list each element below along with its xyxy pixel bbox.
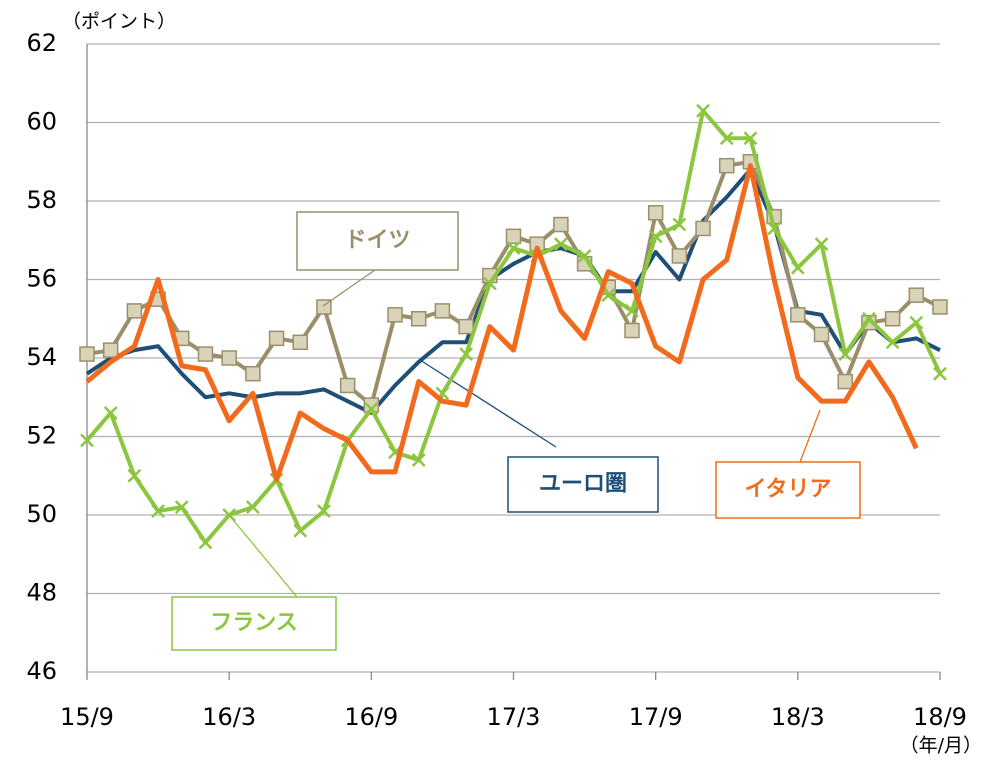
series-line [86, 159, 941, 408]
marker [719, 131, 734, 146]
callout-line [419, 359, 557, 448]
marker [245, 365, 261, 382]
marker [719, 157, 735, 174]
marker [151, 504, 165, 518]
marker [885, 335, 900, 350]
marker [339, 377, 356, 394]
marker [411, 453, 426, 467]
marker [387, 307, 403, 323]
marker [103, 406, 118, 420]
marker [554, 237, 568, 252]
marker [553, 216, 569, 233]
marker [198, 535, 213, 550]
y-tick-label: 58 [26, 186, 57, 214]
marker [197, 346, 214, 362]
marker [506, 241, 521, 255]
marker [648, 229, 663, 244]
marker [434, 303, 451, 319]
callout-line [322, 269, 376, 307]
marker [293, 523, 308, 538]
marker [221, 350, 237, 366]
y-tick-label: 52 [26, 422, 57, 450]
callout-line [799, 409, 821, 463]
y-tick-label: 62 [26, 29, 57, 57]
marker [577, 249, 592, 263]
marker [814, 237, 829, 252]
marker [268, 330, 285, 347]
marker [862, 311, 876, 326]
marker [292, 334, 308, 351]
marker [933, 366, 947, 381]
x-tick-label: 18/9 [913, 703, 967, 731]
marker [908, 287, 925, 303]
marker [624, 322, 640, 339]
callout-box [296, 211, 459, 271]
legend-label: ユーロ圏 [539, 472, 627, 497]
marker [884, 311, 901, 327]
marker [625, 304, 639, 318]
y-tick-label: 54 [26, 343, 57, 371]
callout-box [171, 596, 337, 651]
y-unit: （ポイント） [62, 11, 176, 33]
marker [174, 500, 189, 515]
x-tick-label: 17/3 [487, 703, 541, 731]
marker [482, 276, 497, 291]
marker [695, 220, 711, 237]
callout-box [715, 461, 861, 519]
callout-line [228, 514, 298, 598]
x-tick-label: 17/9 [629, 703, 683, 731]
marker [317, 504, 331, 518]
x-tick-label: 18/3 [771, 703, 825, 731]
callout-box [507, 456, 659, 513]
legend-label: ドイツ [344, 228, 410, 253]
marker [790, 260, 805, 275]
marker [909, 315, 924, 330]
x-tick-label: 16/9 [344, 703, 398, 731]
marker [696, 103, 710, 118]
marker [79, 346, 95, 362]
marker [743, 131, 758, 146]
marker [672, 217, 687, 232]
series-line [85, 163, 919, 483]
marker [790, 307, 806, 323]
marker [837, 373, 853, 390]
y-tick-label: 56 [26, 265, 57, 293]
marker [410, 311, 427, 327]
marker [505, 228, 522, 245]
y-tick-label: 48 [26, 579, 57, 607]
series-line [85, 167, 941, 415]
y-tick-label: 60 [26, 108, 57, 136]
marker [80, 433, 94, 448]
marker [459, 347, 473, 361]
marker [767, 221, 782, 236]
x-tick-label: 16/3 [202, 703, 256, 731]
marker [932, 299, 948, 315]
marker [102, 342, 119, 358]
marker [813, 326, 830, 343]
marker [647, 205, 664, 221]
marker [245, 500, 260, 515]
x-unit: （年/月） [900, 735, 982, 757]
x-tick-label: 15/9 [60, 703, 114, 731]
marker [671, 248, 688, 264]
marker [601, 288, 616, 303]
y-tick-label: 46 [26, 657, 57, 685]
legend-label: イタリア [744, 477, 831, 502]
marker [126, 303, 143, 319]
marker [127, 468, 142, 483]
legend-label: フランス [210, 611, 298, 636]
marker [458, 318, 474, 335]
marker [838, 347, 853, 361]
y-tick-label: 50 [26, 500, 57, 528]
marker [364, 402, 379, 416]
